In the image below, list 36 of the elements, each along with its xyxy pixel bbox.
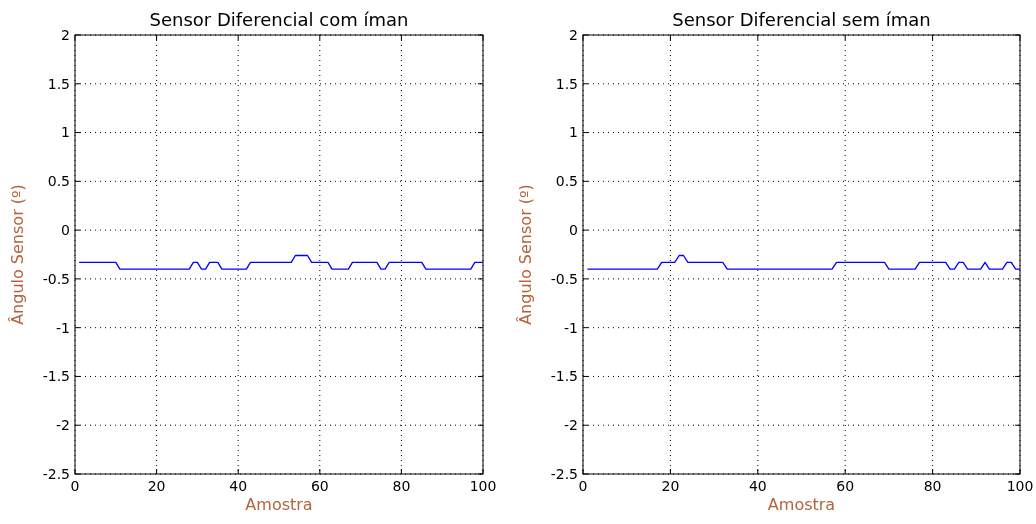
chart-title: Sensor Diferencial sem íman <box>672 9 931 30</box>
y-tick-label: 0.5 <box>47 173 70 190</box>
y-tick-label: 2 <box>61 26 70 43</box>
x-tick-label: 20 <box>147 478 166 494</box>
chart-title: Sensor Diferencial com íman <box>149 9 409 30</box>
y-tick-label: -0.5 <box>42 270 70 287</box>
y-tick-label: -2.5 <box>550 465 578 482</box>
x-axis-title: Amostra <box>767 495 836 514</box>
y-tick-label: -1 <box>56 319 70 336</box>
y-tick-label: -0.5 <box>550 270 578 287</box>
y-tick-label: 1.5 <box>47 75 70 92</box>
y-tick-label: 0.5 <box>555 173 578 190</box>
x-axis-title: Amostra <box>245 495 313 514</box>
y-tick-label: 1 <box>569 124 578 141</box>
y-tick-label: -1.5 <box>42 368 70 385</box>
y-tick-label: -2 <box>56 417 70 434</box>
y-tick-label: -1.5 <box>550 368 578 385</box>
x-tick-label: 100 <box>1006 478 1034 494</box>
x-tick-label: 60 <box>836 478 855 494</box>
x-tick-label: 40 <box>229 478 248 494</box>
x-tick-label: 100 <box>469 478 497 494</box>
y-tick-label: 0 <box>61 222 70 239</box>
y-tick-label: 1 <box>61 124 70 141</box>
y-axis-title: Ângulo Sensor (º) <box>8 184 27 325</box>
y-tick-label: -1 <box>564 319 578 336</box>
x-tick-label: 80 <box>923 478 942 494</box>
y-tick-label: 2 <box>569 26 578 43</box>
y-tick-label: 0 <box>569 222 578 239</box>
x-tick-label: 40 <box>748 478 767 494</box>
x-tick-label: 20 <box>661 478 680 494</box>
y-tick-label: -2.5 <box>42 465 70 482</box>
y-tick-label: -2 <box>564 417 578 434</box>
x-tick-label: 80 <box>392 478 411 494</box>
y-tick-label: 1.5 <box>555 75 578 92</box>
y-axis-title: Ângulo Sensor (º) <box>516 184 535 325</box>
x-tick-label: 60 <box>310 478 329 494</box>
